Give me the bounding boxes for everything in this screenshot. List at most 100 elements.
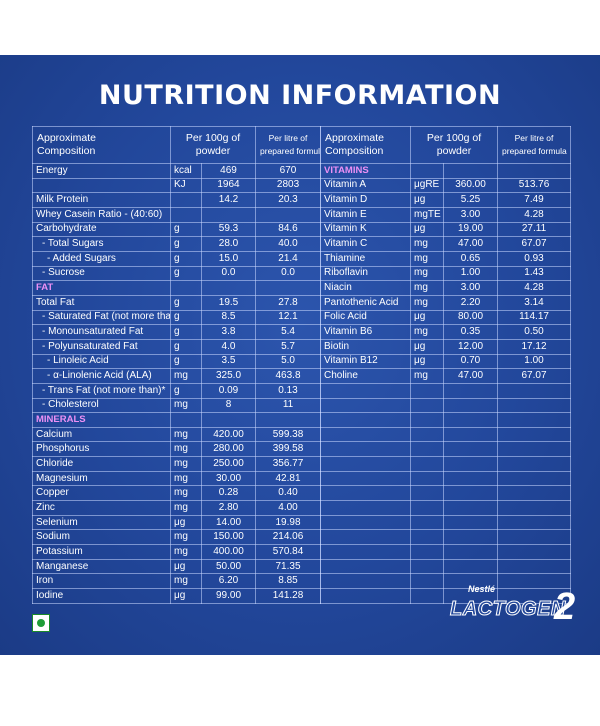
empty-cell	[320, 412, 411, 428]
empty-cell	[320, 426, 411, 443]
nutrient-unit: mg	[410, 324, 444, 340]
nutrient-name: Selenium	[32, 514, 171, 531]
value-per-100g	[200, 280, 257, 296]
nutrient-name: Vitamin B12	[320, 353, 411, 370]
empty-cell	[442, 426, 499, 443]
nutrient-unit: mg	[170, 573, 202, 590]
nutrient-unit	[170, 192, 202, 208]
nutrient-unit: μg	[410, 353, 444, 370]
nutrient-name: Energy	[32, 163, 171, 179]
nestle-logo: Nestlé	[468, 584, 496, 594]
empty-cell	[320, 500, 411, 516]
composition-header: Approximate Composition	[32, 126, 171, 164]
nutrient-unit: mg	[170, 485, 202, 502]
table-row: Milk Protein 14.2 20.3	[32, 192, 322, 208]
nutrient-name: Manganese	[32, 558, 171, 575]
empty-cell	[410, 573, 444, 590]
brand-name: LACTOGEN	[450, 598, 566, 621]
value-per-litre: 570.84	[255, 544, 322, 560]
nutrient-name: Vitamin A	[320, 177, 411, 194]
value-per-litre: 4.28	[497, 280, 572, 296]
empty-cell	[410, 529, 444, 546]
empty-cell	[497, 558, 572, 575]
empty-cell	[410, 544, 444, 560]
value-per-100g: 30.00	[200, 470, 257, 487]
value-per-100g: 12.00	[442, 338, 499, 355]
empty-cell	[442, 514, 499, 531]
empty-cell	[497, 500, 572, 516]
value-per-100g: 4.0	[200, 338, 257, 355]
empty-cell	[410, 470, 444, 487]
nutrient-unit: mg	[170, 470, 202, 487]
table-row: VITAMINS	[320, 163, 572, 179]
value-per-litre: 5.0	[255, 353, 322, 370]
empty-cell	[410, 500, 444, 516]
nutrient-unit: g	[170, 250, 202, 267]
value-per-100g: 99.00	[200, 588, 257, 604]
nutrient-name: Biotin	[320, 338, 411, 355]
value-per-100g: 3.5	[200, 353, 257, 370]
empty-cell	[410, 397, 444, 414]
nutrient-name: Potassium	[32, 544, 171, 560]
page-title: NUTRITION INFORMATION	[98, 80, 502, 111]
nutrient-unit: g	[170, 338, 202, 355]
value-per-litre: 214.06	[255, 529, 322, 546]
value-per-litre: 5.4	[255, 324, 322, 340]
empty-cell	[320, 456, 411, 472]
nutrient-unit: g	[170, 309, 202, 326]
nutrient-unit: mg	[410, 368, 444, 384]
table-header: Approximate Composition Per 100g of powder…	[32, 126, 322, 164]
nutrient-unit: μg	[410, 221, 444, 238]
value-per-100g: 2.20	[442, 294, 499, 311]
table-row: - α-Linolenic Acid (ALA) mg 325.0 463.8	[32, 368, 322, 384]
table-row	[320, 544, 572, 560]
table-row: Whey Casein Ratio - (40:60)	[32, 206, 322, 223]
value-per-litre: 19.98	[255, 514, 322, 531]
empty-cell	[442, 470, 499, 487]
value-per-100g: 50.00	[200, 558, 257, 575]
nutrient-name: Copper	[32, 485, 171, 502]
empty-cell	[442, 456, 499, 472]
empty-cell	[320, 573, 411, 590]
composition-header: Approximate Composition	[320, 126, 411, 164]
value-per-100g: 360.00	[442, 177, 499, 194]
empty-cell	[497, 529, 572, 546]
nutrient-name: Vitamin B6	[320, 324, 411, 340]
table-row: Vitamin B12 μg 0.70 1.00	[320, 353, 572, 370]
value-per-litre: 599.38	[255, 426, 322, 443]
value-per-litre: 5.7	[255, 338, 322, 355]
nutrient-name: - Added Sugars	[32, 250, 171, 267]
nutrition-table-right: Approximate Composition Per 100g of powder…	[320, 126, 572, 604]
empty-cell	[442, 485, 499, 502]
nutrient-unit: mg	[170, 441, 202, 458]
table-row: - Polyunsaturated Fat g 4.0 5.7	[32, 338, 322, 355]
nutrient-unit: kcal	[170, 163, 202, 179]
table-row: - Sucrose g 0.0 0.0	[32, 265, 322, 282]
nutrient-unit: mg	[170, 544, 202, 560]
nutrient-unit: g	[170, 324, 202, 340]
value-per-100g: 400.00	[200, 544, 257, 560]
table-row	[320, 470, 572, 487]
table-row	[320, 382, 572, 399]
nutrient-unit: mgTE	[410, 206, 444, 223]
nutrient-name: Calcium	[32, 426, 171, 443]
table-row: Zinc mg 2.80 4.00	[32, 500, 322, 516]
value-per-100g: 15.0	[200, 250, 257, 267]
brand-stage: 2	[554, 586, 576, 628]
value-per-litre: 513.76	[497, 177, 572, 194]
empty-cell	[410, 485, 444, 502]
value-per-litre: 11	[255, 397, 322, 414]
table-row: KJ 1964 2803	[32, 177, 322, 194]
value-per-litre: 67.07	[497, 236, 572, 252]
empty-cell	[442, 412, 499, 428]
nutrient-unit: μg	[170, 514, 202, 531]
nutrient-name: Sodium	[32, 529, 171, 546]
value-per-litre: 84.6	[255, 221, 322, 238]
nutrient-name: Phosphorus	[32, 441, 171, 458]
nutrient-name: Vitamin C	[320, 236, 411, 252]
nutrient-unit: μg	[170, 588, 202, 604]
value-per-litre: 4.28	[497, 206, 572, 223]
value-per-litre: 399.58	[255, 441, 322, 458]
table-row: Total Fat g 19.5 27.8	[32, 294, 322, 311]
